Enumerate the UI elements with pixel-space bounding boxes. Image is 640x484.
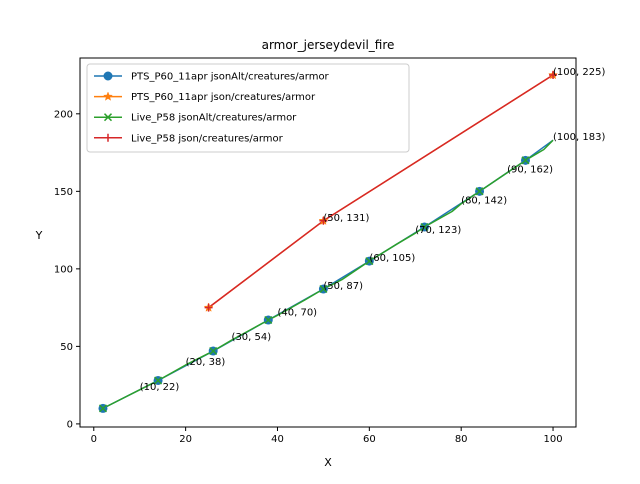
- data-point-series-3: [98, 404, 107, 413]
- data-point-series-3: [365, 257, 374, 266]
- data-point-series-3: [475, 187, 484, 196]
- data-point-series-3: [521, 156, 530, 165]
- data-label: (10, 22): [140, 382, 180, 393]
- legend-entry-label: Live_P58 jsonAlt/creatures/armor: [131, 113, 297, 124]
- data-annotations: (10, 22) (20, 38) (30, 54) (40, 70) (50, 87)…: [140, 67, 606, 393]
- y-axis-label: Y: [35, 229, 43, 242]
- x-tick-label: 80: [455, 434, 468, 445]
- x-tick-label: 0: [91, 434, 97, 445]
- data-label: (20, 38): [186, 357, 226, 368]
- series-markers: [98, 69, 558, 413]
- legend-entry-label: PTS_P60_11apr jsonAlt/creatures/armor: [131, 72, 330, 83]
- series-line-3: [102, 139, 554, 410]
- data-label: (40, 70): [277, 307, 317, 318]
- x-tick-label: 60: [363, 434, 376, 445]
- legend-swatch-marker: [103, 91, 113, 101]
- data-label: (50, 87): [323, 281, 363, 292]
- chart-title: armor_jerseydevil_fire: [262, 38, 395, 52]
- x-axis-label: X: [324, 456, 332, 469]
- data-label: (100, 225): [553, 67, 605, 78]
- legend-entry-label: Live_P58 json/creatures/armor: [131, 133, 284, 144]
- legend: PTS_P60_11apr jsonAlt/creatures/armor PTS…: [86, 63, 410, 153]
- x-tick-label: 100: [543, 434, 562, 445]
- data-point-series-3: [319, 284, 328, 294]
- legend-swatch-marker: [103, 71, 113, 81]
- plot-area-frame: [79, 57, 577, 428]
- data-label: (50, 131): [323, 213, 369, 224]
- y-tick-label: 200: [54, 109, 73, 120]
- x-tick-label: 40: [271, 434, 284, 445]
- data-point-series-3: [420, 222, 429, 232]
- data-label: (70, 123): [415, 225, 461, 236]
- x-tick-label: 20: [179, 434, 192, 445]
- data-point-series-3: [154, 376, 163, 385]
- data-point-series-4: [204, 303, 213, 312]
- data-label: (90, 162): [507, 165, 553, 176]
- axis-ticks: 0 20 40 60 80 100 0 50 100 150 200: [54, 109, 563, 445]
- data-label: (60, 105): [369, 253, 415, 264]
- legend-entry-label: PTS_P60_11apr json/creatures/armor: [131, 92, 316, 103]
- legend-swatch-marker: [104, 133, 112, 142]
- y-tick-label: 0: [67, 419, 73, 430]
- legend-box: [86, 63, 410, 153]
- data-point-series-3: [264, 315, 273, 325]
- legend-swatch-marker: [103, 113, 113, 122]
- y-tick-label: 50: [60, 342, 73, 353]
- data-point-series-4: [549, 71, 558, 80]
- y-tick-label: 100: [54, 264, 73, 275]
- data-label: (80, 142): [461, 196, 507, 207]
- data-label: (100, 183): [553, 132, 605, 143]
- data-label: (30, 54): [232, 332, 272, 343]
- data-point-series-3: [209, 346, 218, 356]
- y-tick-label: 150: [54, 187, 73, 198]
- data-point-series-4: [319, 216, 328, 225]
